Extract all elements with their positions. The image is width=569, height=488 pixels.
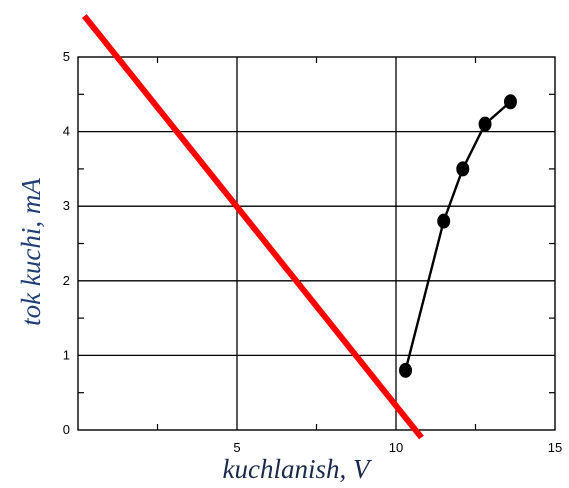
data-point [478,116,492,132]
y-tick-label: 0 [63,422,70,437]
red-line [82,14,424,440]
x-tick-label: 5 [233,440,240,455]
grid [78,57,555,430]
series [82,14,517,440]
axis-ticks: 5 10 15 0 1 2 3 4 5 [63,49,562,455]
x-axis-label: kuchlanish, V [223,454,373,484]
y-tick-label: 1 [63,347,70,362]
data-point [399,362,413,378]
x-tick-label: 10 [389,440,403,455]
y-tick-label: 3 [63,198,70,213]
y-tick-label: 4 [63,124,70,139]
data-line [404,100,512,371]
data-point [503,94,517,110]
y-tick-label: 2 [63,273,70,288]
data-point [456,161,470,177]
y-axis-label: tok kuchi, mA [16,178,46,326]
x-tick-label: 15 [548,440,562,455]
y-tick-label: 5 [63,49,70,64]
plot-frame [77,56,556,431]
data-point [437,213,451,229]
